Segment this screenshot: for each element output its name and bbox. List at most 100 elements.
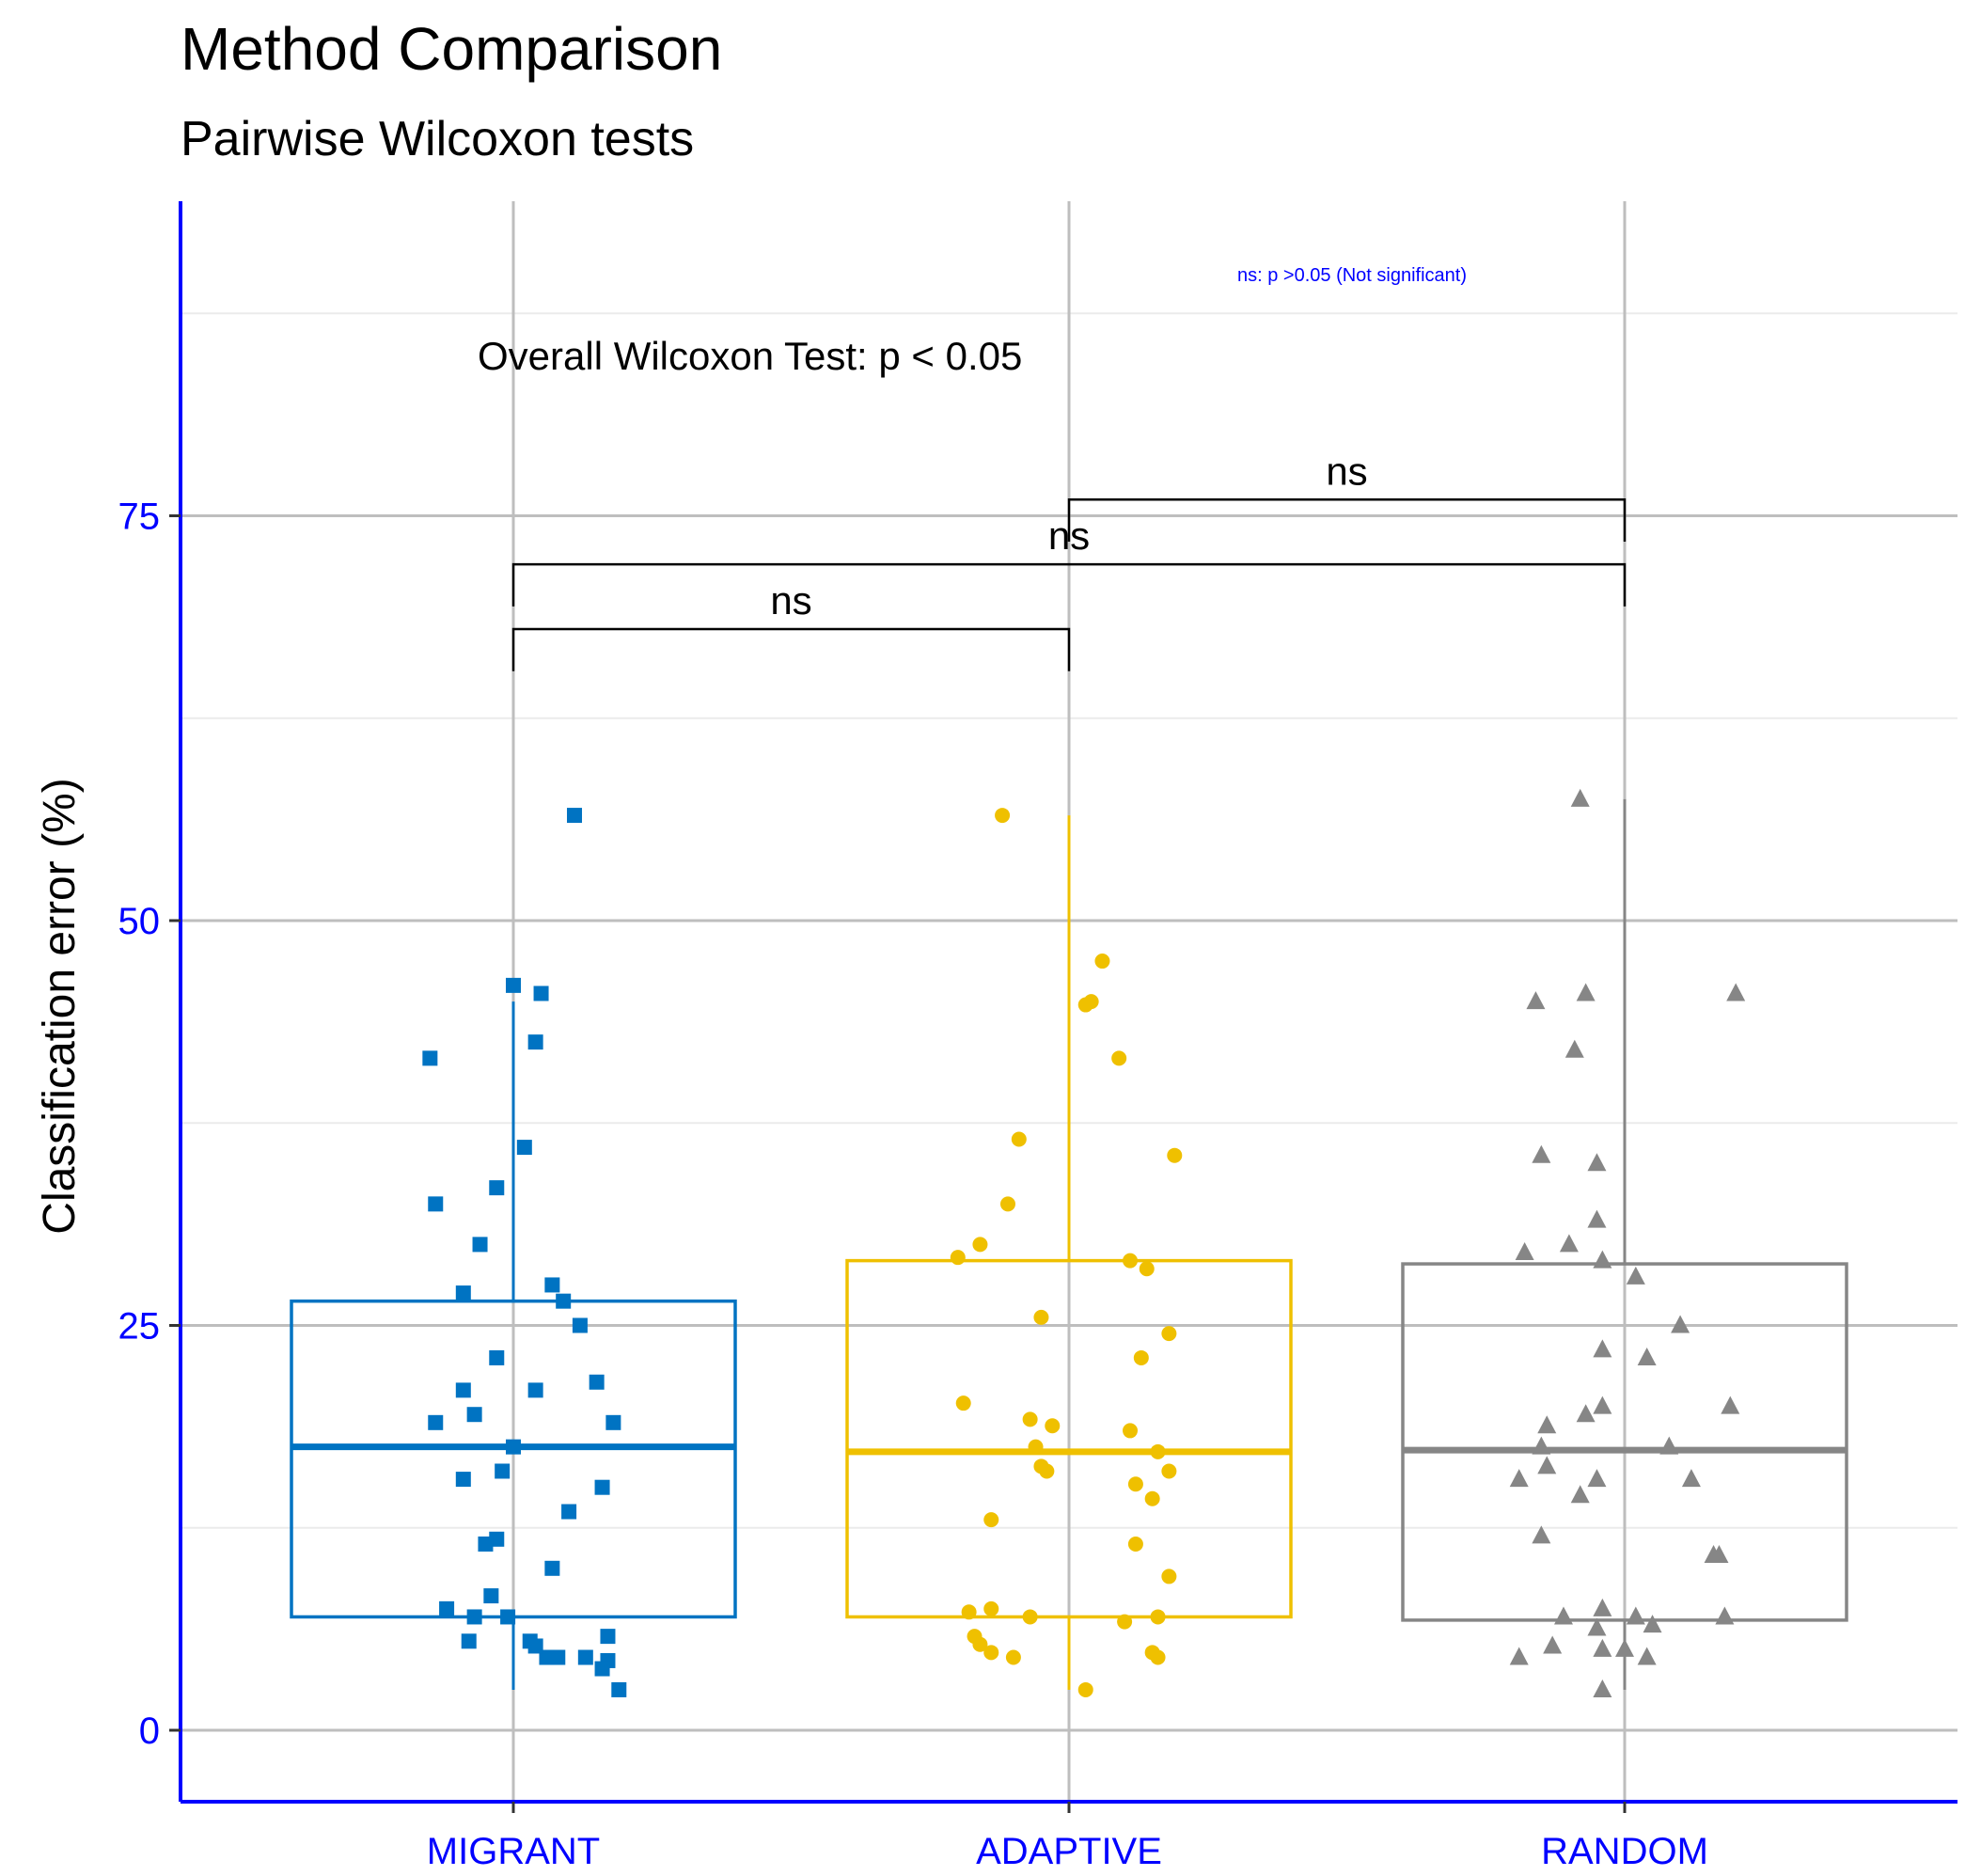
data-point-triangle <box>1721 1395 1740 1414</box>
data-point-triangle <box>1726 983 1746 1001</box>
comparison-bracket <box>1067 498 1627 543</box>
data-point-circle <box>995 808 1011 824</box>
data-point-triangle <box>1543 1635 1563 1654</box>
data-point-square <box>550 1649 566 1665</box>
data-point-triangle <box>1626 1266 1645 1285</box>
data-point-square <box>455 1382 471 1398</box>
data-point-triangle <box>1570 788 1590 807</box>
data-point-square <box>577 1649 593 1665</box>
data-point-triangle <box>1509 1469 1529 1488</box>
data-point-square <box>611 1681 627 1697</box>
data-point-triangle <box>1553 1606 1573 1625</box>
data-point-square <box>605 1414 621 1430</box>
data-point-triangle <box>1637 1647 1657 1665</box>
jitter-points <box>422 788 1746 1697</box>
data-point-triangle <box>1643 1615 1662 1633</box>
y-tick-label: 0 <box>139 1710 160 1752</box>
data-point-circle <box>1077 1681 1093 1697</box>
data-point-square <box>561 1504 577 1520</box>
y-tick-label: 75 <box>118 497 161 538</box>
data-point-circle <box>1150 1609 1166 1625</box>
data-point-triangle <box>1593 1250 1612 1269</box>
data-point-square <box>589 1374 605 1390</box>
data-point-square <box>466 1407 482 1423</box>
data-point-circle <box>1022 1411 1038 1427</box>
comparison-bracket <box>511 562 1627 607</box>
box-iqr <box>845 1258 1293 1619</box>
data-point-triangle <box>1709 1545 1729 1564</box>
data-point-triangle <box>1593 1679 1612 1697</box>
data-point-square <box>527 1034 543 1050</box>
data-point-circle <box>983 1645 999 1661</box>
data-point-triangle <box>1671 1315 1690 1333</box>
data-point-square <box>594 1661 610 1677</box>
data-point-square <box>422 1050 438 1066</box>
data-point-triangle <box>1559 1234 1579 1253</box>
data-point-circle <box>1111 1050 1127 1066</box>
data-point-square <box>466 1609 482 1625</box>
data-point-circle <box>1123 1253 1139 1269</box>
data-point-circle <box>1028 1439 1044 1455</box>
axis-labels: 0 25 50 75 MIGRANT ADAPTIVE RANDOM <box>118 497 1708 1873</box>
significance-legend-note: ns: p >0.05 (Not significant) <box>1237 265 1467 286</box>
data-point-triangle <box>1576 983 1596 1001</box>
data-point-circle <box>1150 1649 1166 1665</box>
data-point-triangle <box>1626 1606 1645 1625</box>
x-tick-label: MIGRANT <box>427 1831 600 1872</box>
data-point-triangle <box>1587 1617 1607 1636</box>
data-point-circle <box>1094 954 1110 970</box>
data-point-triangle <box>1587 1469 1607 1488</box>
data-point-triangle <box>1715 1606 1735 1625</box>
data-point-triangle <box>1587 1153 1607 1172</box>
data-point-square <box>527 1382 543 1398</box>
data-point-square <box>567 808 583 824</box>
data-point-square <box>472 1237 488 1253</box>
y-axis-title: Classification error (%) <box>35 778 85 1234</box>
data-point-triangle <box>1637 1347 1657 1365</box>
data-point-triangle <box>1659 1436 1679 1455</box>
data-point-triangle <box>1532 1525 1551 1544</box>
data-point-square <box>527 1638 543 1654</box>
data-point-triangle <box>1576 1404 1596 1423</box>
data-point-triangle <box>1615 1638 1634 1657</box>
data-point-circle <box>983 1512 999 1528</box>
data-point-triangle <box>1593 1598 1612 1616</box>
data-point-square <box>600 1629 616 1645</box>
data-point-triangle <box>1532 1144 1551 1163</box>
chart-title: Method Comparison <box>181 15 722 83</box>
data-point-triangle <box>1537 1415 1557 1434</box>
data-point-square <box>439 1600 455 1616</box>
data-point-circle <box>955 1395 971 1411</box>
data-point-square <box>500 1609 516 1625</box>
data-point-circle <box>961 1604 977 1620</box>
comparison-label: ns <box>770 578 811 623</box>
data-point-square <box>455 1285 471 1301</box>
data-point-circle <box>1123 1423 1139 1439</box>
data-point-circle <box>1005 1649 1021 1665</box>
data-point-square <box>594 1479 610 1495</box>
data-point-square <box>506 977 521 993</box>
data-point-triangle <box>1526 991 1546 1010</box>
data-point-square <box>478 1536 494 1552</box>
data-point-square <box>495 1463 511 1479</box>
data-point-circle <box>950 1250 966 1266</box>
data-point-triangle <box>1532 1436 1551 1455</box>
data-point-square <box>428 1196 444 1212</box>
data-point-triangle <box>1593 1638 1612 1657</box>
data-point-circle <box>1033 1309 1049 1325</box>
y-tick-label: 50 <box>118 901 161 942</box>
data-point-circle <box>983 1600 999 1616</box>
data-point-circle <box>1127 1536 1143 1552</box>
data-point-circle <box>972 1636 988 1652</box>
data-point-circle <box>1144 1490 1160 1506</box>
y-tick-label: 25 <box>118 1306 161 1348</box>
data-point-square <box>556 1293 572 1309</box>
data-point-triangle <box>1593 1395 1612 1414</box>
data-point-square <box>516 1140 532 1156</box>
data-point-square <box>489 1349 505 1365</box>
data-point-square <box>544 1560 560 1576</box>
box-iqr <box>1401 1262 1848 1622</box>
data-point-square <box>455 1472 471 1488</box>
